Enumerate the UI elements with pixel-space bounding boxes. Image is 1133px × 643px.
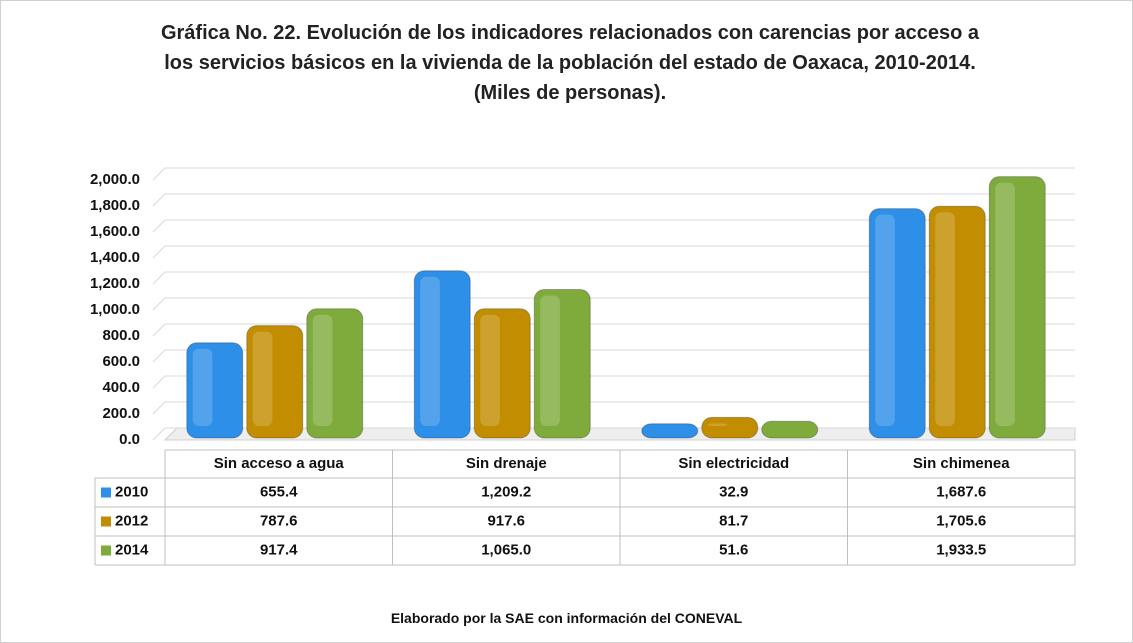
legend-swatch	[101, 545, 111, 556]
bar-highlight	[707, 423, 728, 426]
table-value: 81.7	[719, 512, 748, 529]
y-tick-label: 1,000.0	[90, 301, 140, 318]
grid-line	[152, 297, 1075, 311]
bar	[868, 208, 926, 439]
y-tick-label: 200.0	[102, 405, 140, 422]
bar	[701, 416, 759, 439]
legend-swatch	[101, 516, 111, 527]
bar	[988, 176, 1046, 439]
table-value: 32.9	[719, 483, 748, 500]
bar-highlight	[252, 331, 273, 426]
bar-highlight	[935, 212, 955, 426]
y-tick-label: 0.0	[119, 431, 140, 448]
bar	[928, 205, 986, 439]
table-value: 1,065.0	[481, 541, 531, 558]
y-tick-label: 2,000.0	[90, 171, 140, 188]
bar-highlight	[192, 348, 213, 426]
table-value: 917.4	[260, 541, 298, 558]
grid-line	[152, 271, 1075, 285]
grid-line	[152, 401, 1075, 415]
chart-title: Gráfica No. 22. Evolución de los indicad…	[160, 22, 980, 104]
y-tick-label: 1,200.0	[90, 275, 140, 292]
grid-line	[152, 323, 1075, 337]
bar	[246, 325, 304, 439]
legend-label: 2010	[115, 483, 148, 500]
bar-highlight	[480, 314, 500, 426]
table-value: 1,705.6	[936, 512, 986, 529]
legend-label: 2012	[115, 512, 148, 529]
grid-line	[152, 375, 1075, 389]
table-value: 787.6	[260, 512, 298, 529]
y-tick-label: 600.0	[102, 353, 140, 370]
y-tick-label: 1,600.0	[90, 223, 140, 240]
x-tick-label: Sin acceso a agua	[214, 455, 345, 472]
bar	[761, 420, 819, 439]
bar	[186, 342, 244, 439]
bar	[306, 308, 364, 439]
grid-line	[152, 245, 1075, 259]
table-value: 1,209.2	[481, 483, 531, 500]
bar-highlight	[312, 314, 333, 426]
legend-swatch	[101, 487, 111, 498]
table-value: 655.4	[260, 483, 298, 500]
bar	[413, 270, 471, 439]
grid-line	[152, 167, 1075, 181]
grid-line	[152, 193, 1075, 207]
y-tick-label: 1,400.0	[90, 249, 140, 266]
table-value: 1,687.6	[936, 483, 986, 500]
legend-label: 2014	[115, 541, 149, 558]
bar-highlight	[995, 182, 1015, 426]
x-tick-label: Sin chimenea	[913, 455, 1010, 472]
bar	[473, 308, 531, 439]
table-value: 1,933.5	[936, 541, 986, 558]
grid-line	[152, 219, 1075, 233]
bar	[641, 423, 699, 439]
table-value: 51.6	[719, 541, 748, 558]
bar	[533, 289, 591, 439]
x-tick-label: Sin electricidad	[678, 455, 789, 472]
y-tick-label: 800.0	[102, 327, 140, 344]
bar-highlight	[875, 214, 895, 426]
source-note: Elaborado por la SAE con información del…	[390, 610, 743, 626]
x-tick-label: Sin drenaje	[466, 455, 547, 472]
bar-highlight	[540, 295, 560, 426]
y-tick-label: 1,800.0	[90, 197, 140, 214]
table-value: 917.6	[487, 512, 525, 529]
grid-line	[152, 349, 1075, 363]
bar-highlight	[420, 276, 440, 426]
y-tick-label: 400.0	[102, 379, 140, 396]
